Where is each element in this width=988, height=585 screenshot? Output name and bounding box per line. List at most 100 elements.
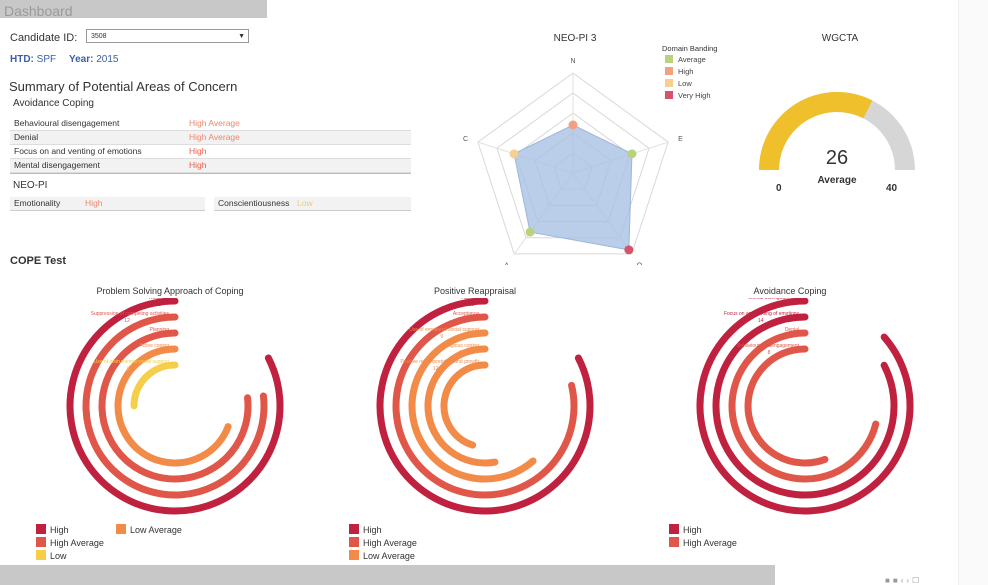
cope-bar[interactable] <box>728 329 880 483</box>
stop-icon[interactable]: ■ <box>892 576 901 585</box>
wgcta-min: 0 <box>776 183 782 194</box>
concern-value: High <box>189 160 207 170</box>
cope-bar-value: 4 <box>790 334 793 340</box>
legend-swatch <box>116 524 126 534</box>
legend-item: Low <box>665 79 745 88</box>
divider <box>10 173 411 174</box>
cope-bar[interactable] <box>66 298 284 515</box>
cope-bar[interactable] <box>440 361 489 449</box>
candidate-id-dropdown[interactable]: 3508 ▼ <box>86 29 249 43</box>
next-icon[interactable]: › <box>906 576 913 585</box>
cope-bar[interactable] <box>392 313 578 499</box>
legend-label: High Average <box>683 538 737 548</box>
legend-item: Low <box>36 550 67 561</box>
domain-banding-legend: Average High Low Very High <box>665 55 745 103</box>
side-panel <box>958 0 988 585</box>
radar-point[interactable] <box>627 149 637 159</box>
domain-banding-legend-title: Domain Banding <box>662 44 718 53</box>
wgcta-band: Average <box>817 175 857 186</box>
cope-test-title: COPE Test <box>10 255 67 267</box>
cope-bar-label: Positive reinterpretation and growth <box>400 359 479 365</box>
neo-concern-label: Conscientiousness <box>218 198 290 208</box>
legend-swatch <box>665 91 673 99</box>
radar-point[interactable] <box>624 245 634 255</box>
grid-view-icon[interactable]: ■ <box>885 576 893 585</box>
chevron-down-icon: ▼ <box>238 33 245 40</box>
legend-label: Low <box>50 551 67 561</box>
htd-value: SPF <box>36 54 57 65</box>
cope-bar-label: Use of emotional social support <box>409 327 479 333</box>
fullscreen-icon[interactable]: ☐ <box>912 576 923 585</box>
summary-title: Summary of Potential Areas of Concern <box>9 79 238 94</box>
legend-swatch <box>349 537 359 547</box>
radar-point[interactable] <box>509 149 519 159</box>
legend-swatch <box>665 79 673 87</box>
year-info: Year: 2015 <box>69 54 119 65</box>
neo-chart-title: NEO-PI 3 <box>553 33 597 44</box>
cope-chart-title: Avoidance Coping <box>753 286 827 296</box>
cope-bar-label: Denial <box>785 327 799 333</box>
legend-swatch <box>36 550 46 560</box>
gauge-fill <box>759 92 873 170</box>
cope-bar-label: Restraint <box>149 298 170 301</box>
legend-item: High Average <box>669 537 737 548</box>
radar-point[interactable] <box>525 227 535 237</box>
radar-axis-label: A <box>504 262 509 265</box>
legend-swatch <box>36 524 46 534</box>
neo-concern-value: High <box>85 198 103 208</box>
cope-bar[interactable] <box>424 345 499 467</box>
htd-label: HTD: <box>10 54 34 65</box>
cope-bar[interactable] <box>130 361 179 410</box>
cope-bar[interactable] <box>98 329 252 483</box>
cope-bar-label: Mental disengagement <box>748 298 799 301</box>
radar-point[interactable] <box>568 120 578 130</box>
concern-label: Mental disengagement <box>14 160 101 170</box>
cope-bar[interactable] <box>114 345 232 467</box>
cope-bar[interactable] <box>408 329 537 483</box>
legend-swatch <box>349 524 359 534</box>
pager-controls[interactable]: ■■‹›☐ <box>885 576 922 585</box>
cope-bar-label: Focus on and venting of emotions <box>724 311 800 317</box>
radar-area <box>513 124 633 251</box>
neo-concern-conscientiousness: Conscientiousness Low <box>214 197 411 211</box>
legend-item: High <box>669 524 702 535</box>
cope-bar[interactable] <box>376 298 594 515</box>
legend-swatch <box>665 67 673 75</box>
legend-item: Very High <box>665 91 745 100</box>
wgcta-max: 40 <box>886 183 898 194</box>
legend-label: Very High <box>678 91 711 100</box>
cope-bar[interactable] <box>712 313 898 499</box>
cope-bar-value: 9 <box>440 334 443 340</box>
cope-bar[interactable] <box>696 298 914 515</box>
cope-bar-label: Humour <box>461 298 479 301</box>
cope-bar-value: 4 <box>458 350 461 356</box>
legend-swatch <box>36 537 46 547</box>
cope-bar-label: Behavioural disengagement <box>737 343 800 349</box>
neo-concern-label: Emotionality <box>14 198 61 208</box>
legend-item: Low Average <box>349 550 415 561</box>
cope-bar-value: 8 <box>768 350 771 356</box>
year-label: Year: <box>69 54 94 65</box>
neo-radar-chart: N E O A C <box>463 58 683 265</box>
neo-pi-subtitle: NEO-PI <box>13 180 48 191</box>
wgcta-gauge <box>759 92 915 170</box>
top-title-bar <box>0 0 267 18</box>
concern-row: Focus on and venting of emotions High <box>10 145 411 159</box>
legend-label: Average <box>678 55 706 64</box>
cope-bar[interactable] <box>744 345 829 467</box>
legend-item: Low Average <box>116 524 182 535</box>
legend-item: High <box>665 67 745 76</box>
htd-info: HTD: SPF <box>10 54 56 65</box>
concern-label: Denial <box>14 132 39 142</box>
prev-icon[interactable]: ‹ <box>900 576 907 585</box>
radar-axis-label: C <box>463 136 468 143</box>
cope-bar-value: 6 <box>127 366 130 372</box>
radar-grid-ring <box>477 72 669 255</box>
cope-bar-value: 14 <box>464 318 470 324</box>
cope-bar[interactable] <box>82 313 268 499</box>
legend-label: High <box>363 525 382 535</box>
legend-item: Average <box>665 55 745 64</box>
